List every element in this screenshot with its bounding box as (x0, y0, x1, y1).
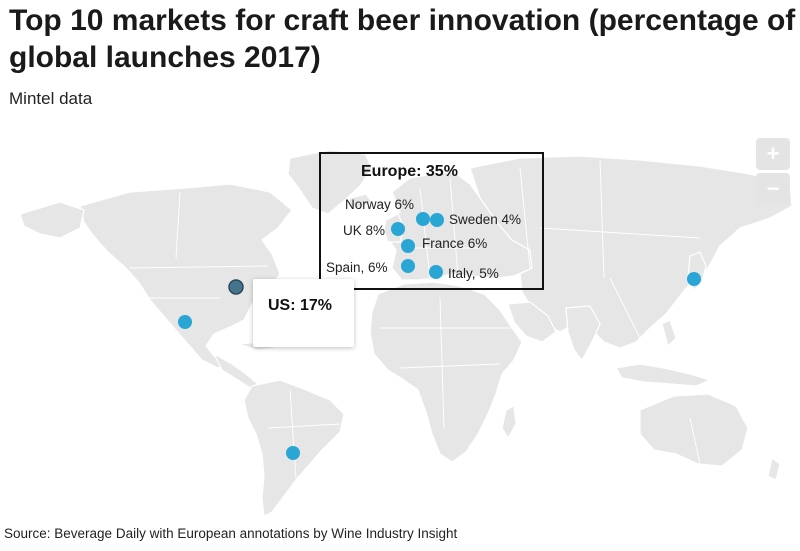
land-india (565, 305, 601, 362)
land-iceland (347, 193, 373, 209)
land-new-zealand (767, 456, 781, 481)
us-tooltip-text: US: 17% (268, 297, 333, 314)
us-tooltip: US: 17% (253, 279, 354, 347)
label-spain: Spain, 6% (326, 260, 388, 275)
chart-title: Top 10 markets for craft beer innovation… (9, 4, 796, 74)
chart-subtitle: Mintel data (9, 89, 93, 108)
label-italy: Italy, 5% (448, 266, 499, 281)
land-madagascar (501, 405, 517, 440)
land-central-america (212, 352, 260, 389)
land-indonesia (615, 363, 712, 387)
land-africa (369, 281, 523, 463)
map-canvas[interactable] (0, 128, 800, 520)
zoom-out-button[interactable]: − (756, 173, 790, 205)
label-france: France 6% (422, 236, 488, 251)
land-alaska (19, 201, 85, 239)
land-europe (385, 171, 533, 281)
country-borders (110, 159, 701, 479)
land-arabia (507, 301, 557, 343)
world-map[interactable]: + − Europe: 35% Norway 6% Sweden 4% UK 8… (0, 128, 800, 520)
europe-annotation-box (319, 152, 544, 290)
label-uk: UK 8% (343, 223, 386, 238)
label-norway: Norway 6% (345, 197, 415, 212)
europe-annotation-title: Europe: 35% (361, 163, 458, 180)
land-north-america (79, 183, 293, 369)
source-note: Source: Beverage Daily with European ann… (4, 526, 458, 541)
label-sweden: Sweden 4% (449, 212, 522, 227)
land-australia (639, 393, 749, 467)
land-philippines (661, 319, 677, 348)
zoom-in-button[interactable]: + (756, 138, 790, 170)
